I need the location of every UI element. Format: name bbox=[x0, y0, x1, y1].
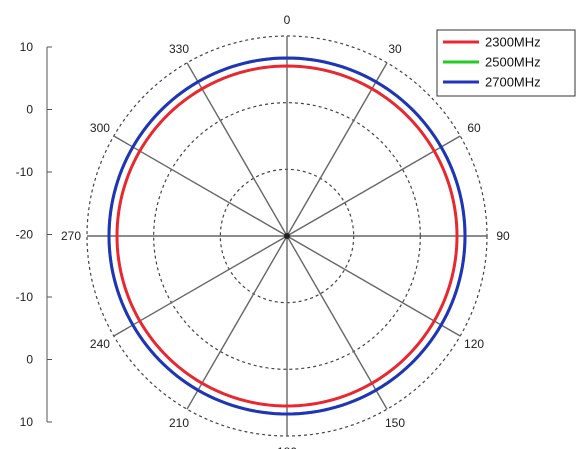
center-point bbox=[284, 233, 290, 239]
legend-label: 2300MHz bbox=[485, 35, 541, 50]
angle-tick-label: 300 bbox=[90, 121, 110, 135]
angle-tick-label: 90 bbox=[496, 229, 510, 243]
radial-tick-label: -20 bbox=[16, 228, 34, 242]
angle-tick-label: 120 bbox=[464, 337, 484, 351]
grid-spoke bbox=[286, 235, 388, 410]
radial-tick-label: 0 bbox=[26, 103, 33, 117]
grid-spoke bbox=[286, 135, 461, 237]
legend-label: 2700MHz bbox=[485, 75, 541, 90]
grid-spoke bbox=[113, 235, 288, 337]
angle-tick-label: 30 bbox=[388, 42, 402, 56]
angle-labels: 0 30 60 90 120 150 180 210 240 270 300 330 bbox=[61, 13, 510, 449]
grid-spoke bbox=[186, 235, 288, 410]
grid-spoke bbox=[186, 62, 288, 237]
angle-tick-label: 60 bbox=[467, 121, 481, 135]
series-line-2700mhz bbox=[107, 56, 467, 416]
radial-axis: 10 0 -10 -20 -10 0 10 bbox=[16, 40, 52, 429]
polar-grid bbox=[86, 35, 488, 437]
radial-tick-label: -10 bbox=[16, 290, 34, 304]
angle-tick-label: 150 bbox=[385, 416, 405, 430]
radial-tick-label: 10 bbox=[20, 415, 34, 429]
series-group bbox=[107, 56, 467, 416]
legend-label: 2500MHz bbox=[485, 55, 541, 70]
series-line-2300mhz bbox=[115, 64, 459, 408]
grid-spoke bbox=[286, 62, 388, 237]
grid-spoke bbox=[286, 235, 461, 337]
grid-spoke bbox=[113, 135, 288, 237]
radial-tick-label: 0 bbox=[26, 353, 33, 367]
angle-tick-label: 330 bbox=[169, 42, 189, 56]
angle-tick-label: 180 bbox=[277, 445, 297, 449]
legend: 2300MHz 2500MHz 2700MHz bbox=[436, 29, 576, 97]
radial-tick-label: 10 bbox=[20, 40, 34, 54]
angle-tick-label: 270 bbox=[61, 229, 81, 243]
angle-tick-label: 240 bbox=[90, 337, 110, 351]
angle-tick-label: 210 bbox=[169, 416, 189, 430]
radial-tick-label: -10 bbox=[16, 165, 34, 179]
angle-tick-label: 0 bbox=[284, 13, 291, 27]
